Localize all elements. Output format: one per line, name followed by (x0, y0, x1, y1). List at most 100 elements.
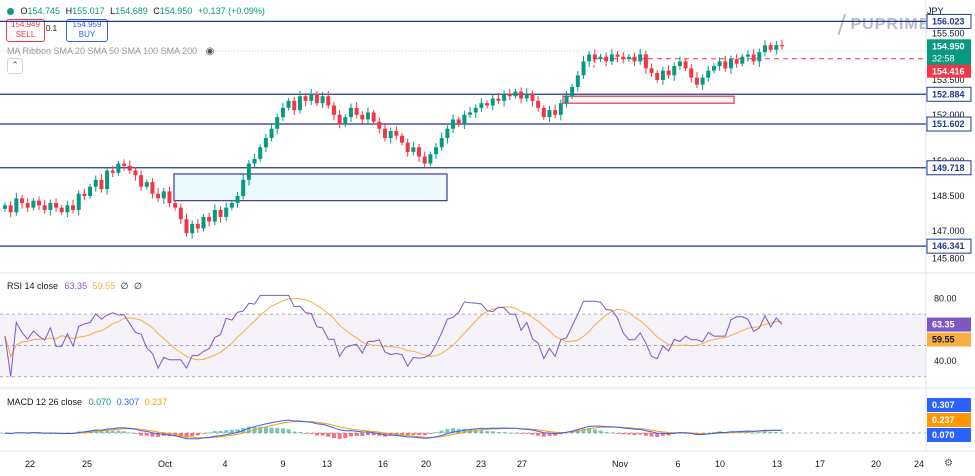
macd-hist-bar-117 (666, 433, 671, 436)
candle-body-9 (54, 203, 59, 208)
candle-body-36 (207, 216, 212, 222)
candle-body-135 (768, 45, 773, 50)
time-tick-4: 9 (280, 459, 285, 469)
candle-body-115 (655, 73, 660, 80)
macd-hist-bar-79 (451, 428, 456, 433)
price-level-tag-text-1: 152.884 (932, 89, 965, 99)
bid-price-text: 154.416 (932, 67, 965, 77)
candle-body-126 (717, 61, 722, 67)
macd-hist-bar-20 (116, 430, 121, 433)
candle-body-44 (252, 158, 257, 164)
macd-hist-bar-94 (536, 433, 541, 436)
sell-label: SELL (15, 30, 36, 39)
candle-body-12 (71, 205, 76, 210)
time-tick-0: 22 (25, 459, 35, 469)
macd-signal-legend-value: 0.237 (144, 397, 168, 407)
rsi-ma-value: 59.55 (92, 281, 116, 291)
macd-hist-bar-46 (263, 427, 268, 433)
candle-body-2 (14, 198, 19, 213)
macd-hist-bar-95 (541, 433, 546, 437)
macd-hist-bar-86 (490, 431, 495, 433)
candle-body-81 (462, 114, 467, 125)
macd-hist-bar-36 (207, 432, 212, 434)
macd-title: MACD 12 26 close (7, 397, 83, 407)
macd-hist-bar-58 (331, 433, 336, 438)
macd-hist-bar-72 (411, 433, 416, 435)
macd-hist-bar-92 (524, 433, 529, 434)
macd-hist-bar-64 (365, 433, 370, 436)
ohlc-high-label: H (65, 6, 73, 16)
candle-body-52 (297, 96, 302, 111)
macd-hist-bar-41 (235, 429, 240, 433)
price-tick-6: 155.500 (932, 29, 965, 39)
candle-body-90 (513, 91, 518, 97)
macd-hist-bar-105 (598, 430, 603, 433)
macd-hist-bar-76 (434, 432, 439, 434)
collapse-legend-button[interactable]: ⌃ (7, 58, 23, 74)
candle-body-18 (105, 170, 110, 190)
candle-body-56 (320, 96, 325, 104)
macd-hist-bar-74 (422, 433, 427, 436)
time-tick-13: 13 (772, 459, 782, 469)
axes: 145.800147.000148.500150.000152.000153.5… (25, 13, 972, 469)
macd-hist-bar-131 (745, 431, 750, 433)
candle-body-62 (354, 107, 359, 115)
ohlc-legend: O154.745 H155.017 L154.689 C154.950 +0.1… (7, 6, 268, 16)
ohlc-low-label: L (110, 6, 116, 16)
candle-body-49 (280, 107, 285, 118)
candle-body-93 (530, 93, 535, 101)
macd-hist-bar-34 (195, 433, 200, 436)
candle-body-61 (348, 107, 353, 118)
candle-body-88 (502, 93, 507, 101)
candle-body-47 (269, 128, 274, 138)
eye-icon[interactable]: ◉ (205, 46, 215, 57)
zone-blue-0 (173, 173, 448, 202)
bid-price-tag (927, 64, 971, 78)
candle-body-40 (229, 203, 234, 208)
settings-icon[interactable]: ⚙ (944, 458, 953, 469)
rsi-extra-1: ∅ (120, 281, 129, 291)
sell-button[interactable]: 154.949 SELL (6, 19, 45, 42)
buy-button[interactable]: 154.959 BUY (66, 19, 108, 42)
candle-body-67 (382, 128, 387, 138)
macd-hist-bar-19 (110, 430, 115, 433)
time-tick-2: Oct (158, 459, 173, 469)
macd-hist-bar-47 (269, 427, 274, 433)
macd-hist-bar-137 (780, 432, 784, 434)
macd-legend[interactable]: MACD 12 26 close 0.070 0.307 0.237 (7, 397, 167, 407)
rsi-legend[interactable]: RSI 14 close 63.35 59.55 ∅ ∅ (7, 281, 142, 292)
candle-body-108 (615, 54, 620, 57)
macd-pane (0, 419, 926, 440)
macd-hist-bar-49 (280, 428, 285, 433)
macd-hist-bar-112 (638, 433, 643, 435)
buy-price: 154.959 (72, 20, 102, 29)
currency-label: JPY (927, 6, 944, 16)
macd-hist-bar-136 (774, 432, 779, 433)
candle-body-29 (167, 191, 172, 203)
time-tick-15: 20 (871, 459, 881, 469)
time-tick-1: 25 (82, 459, 92, 469)
candle-body-136 (774, 45, 779, 50)
candle-body-14 (82, 193, 87, 197)
macd-line (4, 419, 783, 440)
candle-body-76 (434, 147, 439, 155)
macd-hist-bar-103 (587, 428, 592, 433)
candle-body-101 (575, 75, 580, 87)
candle-body-33 (190, 223, 195, 234)
macd-hist-bar-77 (439, 430, 444, 433)
macd-hist-bar-6 (37, 432, 42, 434)
logo: ⧸ PUPRIME (838, 12, 930, 38)
macd-hist-bar-107 (609, 432, 614, 434)
zone-red-1 (562, 95, 735, 104)
macd-hist-bar-62 (354, 433, 359, 437)
price-pane (0, 20, 926, 247)
candle-body-37 (212, 209, 217, 222)
macd-hist-bar-110 (626, 433, 631, 435)
candle-body-57 (326, 96, 331, 106)
candle-body-53 (303, 96, 308, 101)
candle-body-117 (666, 70, 671, 76)
ohlc-close-value: 154.950 (159, 6, 193, 16)
macd-hist-bar-114 (649, 433, 654, 437)
